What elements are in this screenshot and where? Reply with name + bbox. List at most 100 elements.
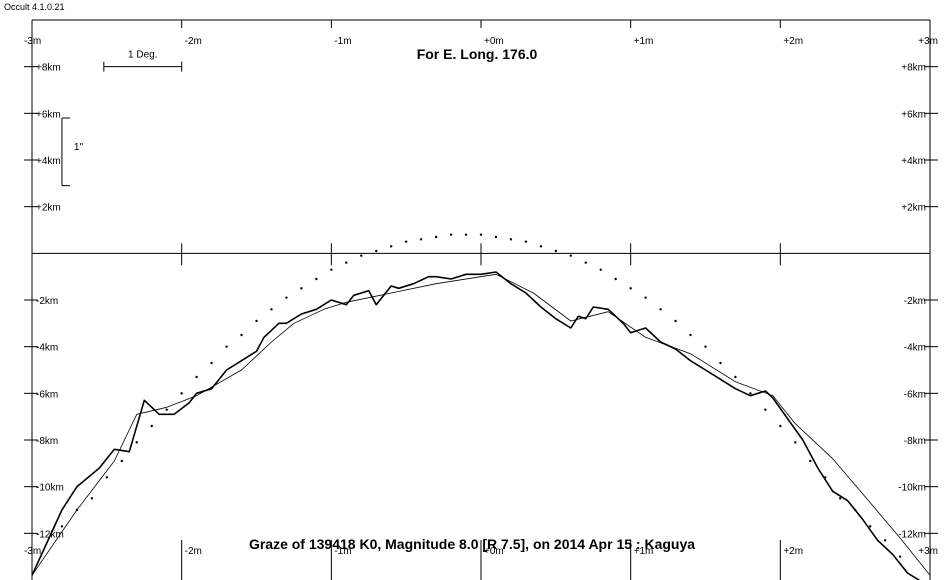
limb-dot bbox=[330, 268, 333, 271]
limb-dot bbox=[734, 375, 737, 379]
x-tick-label-top: -3m bbox=[24, 36, 41, 47]
limb-dot bbox=[839, 497, 842, 500]
y-tick-label-left: +8km bbox=[36, 63, 61, 74]
x-tick-label-bottom: -3m bbox=[24, 546, 41, 557]
limb-dot bbox=[404, 240, 408, 243]
y-tick-label-right: -8km bbox=[904, 436, 926, 447]
y-tick-label-left: -4km bbox=[36, 343, 58, 354]
x-tick-label-top: +0m bbox=[484, 36, 504, 47]
limb-dot bbox=[809, 459, 812, 463]
y-tick-label-right: +2km bbox=[901, 203, 926, 214]
limb-dot bbox=[315, 277, 318, 281]
x-tick-label-top: +2m bbox=[783, 36, 803, 47]
y-tick-label-left: -2km bbox=[36, 296, 58, 307]
x-tick-label-bottom: +1m bbox=[634, 546, 654, 557]
y-tick-label-left: -6km bbox=[36, 389, 58, 400]
smoothed-profile-line bbox=[31, 273, 931, 576]
limb-dot bbox=[165, 408, 168, 411]
limb-dot bbox=[90, 497, 94, 500]
limb-dot bbox=[764, 408, 767, 411]
y-tick-label-right: +6km bbox=[901, 109, 926, 120]
app-title: Occult 4.1.0.21 bbox=[4, 2, 65, 12]
limb-dot bbox=[584, 261, 587, 264]
chart-title: For E. Long. 176.0 bbox=[417, 46, 538, 62]
y-tick-label-right: -10km bbox=[898, 483, 926, 494]
limb-dot bbox=[853, 508, 857, 512]
y-tick-label-left: -8km bbox=[36, 436, 58, 447]
limb-dot bbox=[345, 261, 348, 264]
x-tick-label-bottom: +0m bbox=[484, 546, 504, 557]
limb-dot bbox=[689, 333, 692, 337]
limb-dot bbox=[794, 441, 797, 444]
limb-dot bbox=[554, 249, 558, 253]
limb-dot bbox=[539, 245, 543, 248]
limb-dot bbox=[390, 245, 393, 248]
limb-dot bbox=[614, 277, 617, 281]
chart-subtitle: Graze of 139418 K0, Magnitude 8.0 [R 7.5… bbox=[249, 536, 695, 552]
limb-dot bbox=[659, 308, 662, 311]
x-tick-label-top: -2m bbox=[185, 36, 202, 47]
limb-dot bbox=[898, 555, 902, 558]
y-tick-label-left: +4km bbox=[36, 156, 61, 167]
limb-dot bbox=[360, 254, 363, 257]
limb-dot bbox=[120, 459, 124, 463]
arcsec-scale-label: 1" bbox=[74, 142, 84, 153]
limb-dot bbox=[195, 375, 198, 379]
limb-dot bbox=[883, 539, 887, 542]
profile-series bbox=[31, 233, 931, 580]
limb-dot bbox=[824, 476, 827, 479]
limb-dot bbox=[60, 525, 64, 528]
x-tick-label-top: +1m bbox=[634, 36, 654, 47]
limb-dot bbox=[255, 319, 258, 323]
limb-dot bbox=[75, 508, 79, 512]
limb-dot bbox=[719, 361, 722, 365]
limb-dot bbox=[509, 238, 513, 241]
y-tick-label-left: +2km bbox=[36, 203, 61, 214]
scale-bars: 1 Deg. 1" bbox=[61, 50, 183, 187]
y-tick-label-right: +8km bbox=[901, 63, 926, 74]
degree-scale-label: 1 Deg. bbox=[128, 50, 157, 61]
limb-dot bbox=[868, 525, 872, 528]
limb-dot bbox=[524, 240, 528, 243]
limb-dot bbox=[180, 392, 183, 395]
limb-dot bbox=[479, 233, 483, 236]
axis-ticks bbox=[24, 20, 938, 580]
limb-dot bbox=[225, 345, 228, 348]
limb-dot bbox=[240, 333, 243, 337]
limb-dot bbox=[434, 235, 438, 239]
y-tick-label-right: -6km bbox=[904, 389, 926, 400]
limb-dot bbox=[749, 392, 752, 395]
y-tick-label-left: -10km bbox=[36, 483, 64, 494]
x-tick-label-bottom: -1m bbox=[334, 546, 351, 557]
limb-dot bbox=[135, 441, 138, 444]
limb-dot bbox=[285, 296, 288, 299]
limb-dot bbox=[704, 345, 707, 348]
limb-dot bbox=[449, 233, 453, 236]
x-tick-label-top: -1m bbox=[334, 36, 351, 47]
x-tick-label-bottom: +3m bbox=[918, 546, 938, 557]
y-tick-label-left: +6km bbox=[36, 109, 61, 120]
y-tick-label-right: -2km bbox=[904, 296, 926, 307]
limb-dot bbox=[105, 476, 109, 479]
limb-dot bbox=[779, 424, 782, 428]
limb-dot bbox=[300, 287, 303, 290]
lunar-limb-profile-line bbox=[31, 271, 921, 580]
limb-dot bbox=[599, 268, 602, 271]
chart-frame bbox=[31, 19, 931, 580]
y-tick-label-right: -12km bbox=[898, 529, 926, 540]
limb-dot bbox=[150, 424, 153, 428]
limb-dot bbox=[210, 361, 213, 365]
limb-dot bbox=[464, 233, 468, 236]
limb-dot bbox=[569, 254, 572, 257]
limb-dot bbox=[375, 249, 378, 253]
x-tick-label-top: +3m bbox=[918, 36, 938, 47]
y-tick-label-right: +4km bbox=[901, 156, 926, 167]
limb-dot bbox=[494, 235, 498, 239]
x-tick-label-bottom: -2m bbox=[185, 546, 202, 557]
limb-dot bbox=[644, 296, 647, 299]
limb-dot bbox=[270, 308, 273, 311]
tick-labels: -3m -3m -2m -2m -1m -1m +0m +0m +1m +1m +2m +2m +3m +… bbox=[24, 36, 938, 557]
limb-dot bbox=[629, 287, 632, 290]
limb-dot bbox=[419, 238, 423, 241]
